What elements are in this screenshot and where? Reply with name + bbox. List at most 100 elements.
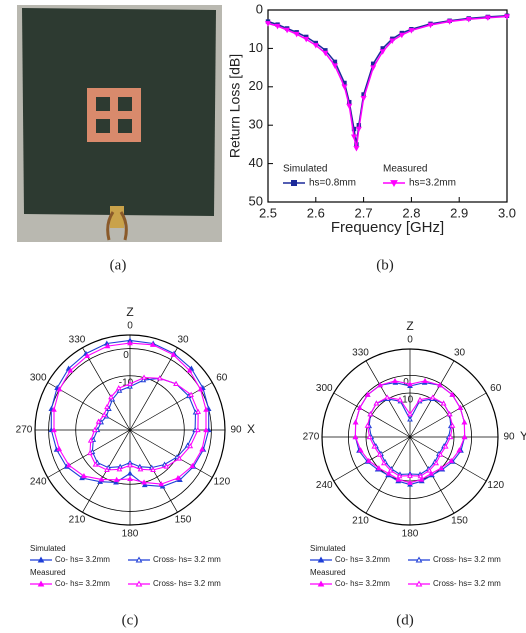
legend-label: Co- hs= 3.2mm xyxy=(335,579,390,588)
data-point xyxy=(398,32,405,39)
data-point xyxy=(92,461,99,467)
x-tick-label: 2.6 xyxy=(307,205,325,220)
data-point xyxy=(313,40,318,46)
angle-tick-label: 180 xyxy=(122,529,139,540)
data-point xyxy=(407,411,413,417)
data-point xyxy=(149,341,156,347)
data-point xyxy=(127,383,133,389)
angle-tick-label: 330 xyxy=(352,348,369,359)
data-point xyxy=(81,473,87,479)
data-point xyxy=(98,476,105,482)
angle-tick-label: 0 xyxy=(127,321,133,332)
angle-tick-label: 90 xyxy=(503,432,515,443)
legend-label: Cross- hs= 3.2 mm xyxy=(433,579,501,588)
legend-marker xyxy=(415,556,423,563)
angle-tick-label: 240 xyxy=(316,480,333,491)
data-point xyxy=(101,412,107,418)
data-point xyxy=(264,21,272,27)
data-point xyxy=(332,59,338,65)
data-point xyxy=(392,377,398,383)
data-point xyxy=(364,422,371,428)
data-point xyxy=(446,411,453,417)
legend-label: Cross- hs= 3.2 mm xyxy=(153,555,221,564)
data-point xyxy=(380,46,385,51)
legend-label: hs=0.8mm xyxy=(309,178,356,189)
angle-tick-label: 300 xyxy=(316,383,333,394)
y-tick-label: 50 xyxy=(249,193,263,208)
data-point xyxy=(461,433,468,440)
data-point xyxy=(127,380,133,386)
slot xyxy=(118,97,132,111)
data-point xyxy=(54,384,60,391)
data-point xyxy=(433,460,439,466)
legend-marker xyxy=(135,556,143,563)
data-point xyxy=(84,352,91,359)
data-point xyxy=(373,400,380,406)
y-tick-label: 20 xyxy=(249,78,263,93)
data-point xyxy=(304,34,309,40)
data-point xyxy=(449,391,456,397)
data-point xyxy=(407,472,413,478)
angle-tick-label: 330 xyxy=(69,335,86,346)
angle-tick-label: 60 xyxy=(490,383,502,394)
y-tick-label: 40 xyxy=(249,155,263,170)
data-point xyxy=(312,43,319,49)
panel-label: (c) xyxy=(122,612,139,628)
data-point xyxy=(127,470,133,476)
grid-spoke xyxy=(82,347,131,431)
data-point xyxy=(274,23,281,30)
legend-marker xyxy=(317,580,325,587)
data-point xyxy=(448,457,455,463)
photo xyxy=(17,5,222,242)
patch xyxy=(87,88,141,142)
data-point xyxy=(347,99,352,105)
panel-label: (b) xyxy=(376,257,394,273)
angle-tick-label: 210 xyxy=(69,515,86,526)
x-tick-label: 2.8 xyxy=(402,205,420,220)
data-point xyxy=(438,465,444,471)
data-point xyxy=(186,367,193,373)
data-point xyxy=(195,408,202,414)
data-point xyxy=(364,391,371,397)
data-point xyxy=(350,134,358,140)
data-point xyxy=(353,145,360,152)
data-point xyxy=(104,466,110,473)
legend-marker xyxy=(135,580,143,587)
angle-tick-label: 90 xyxy=(230,425,242,436)
data-point xyxy=(189,462,196,469)
data-point xyxy=(188,391,194,397)
legend-label: hs=3.2mm xyxy=(409,178,456,189)
y-tick-label: 10 xyxy=(249,40,263,55)
data-point xyxy=(417,396,423,402)
legend-label: Cross- hs= 3.2 mm xyxy=(433,555,501,564)
data-point xyxy=(127,462,133,468)
legend-group: Simulated xyxy=(310,544,346,553)
data-point xyxy=(173,380,179,387)
data-point xyxy=(113,479,119,485)
data-point xyxy=(389,38,396,44)
data-point xyxy=(407,479,413,485)
data-point xyxy=(108,394,114,400)
legend-marker xyxy=(317,556,325,563)
data-point xyxy=(293,31,300,38)
legend-marker xyxy=(390,180,398,188)
r-tick-label: 0 xyxy=(403,377,409,388)
data-point xyxy=(370,61,376,66)
slot xyxy=(118,119,132,133)
legend-label: Co- hs= 3.2mm xyxy=(335,555,390,564)
data-point xyxy=(303,36,310,43)
angle-tick-label: 270 xyxy=(16,425,33,436)
x-tick-label: 2.5 xyxy=(259,205,277,220)
data-point xyxy=(428,470,434,476)
data-point xyxy=(157,375,163,381)
y-tick-label: 30 xyxy=(249,117,263,132)
data-point xyxy=(381,460,387,466)
data-point xyxy=(386,470,392,476)
data-point xyxy=(346,103,353,110)
axis-label-top: Z xyxy=(406,319,413,333)
y-axis-label: Return Loss [dB] xyxy=(227,54,243,158)
data-point xyxy=(384,394,390,400)
r-tick-label: -10 xyxy=(399,395,414,406)
data-point xyxy=(437,382,443,388)
panel-label: (d) xyxy=(396,612,414,628)
